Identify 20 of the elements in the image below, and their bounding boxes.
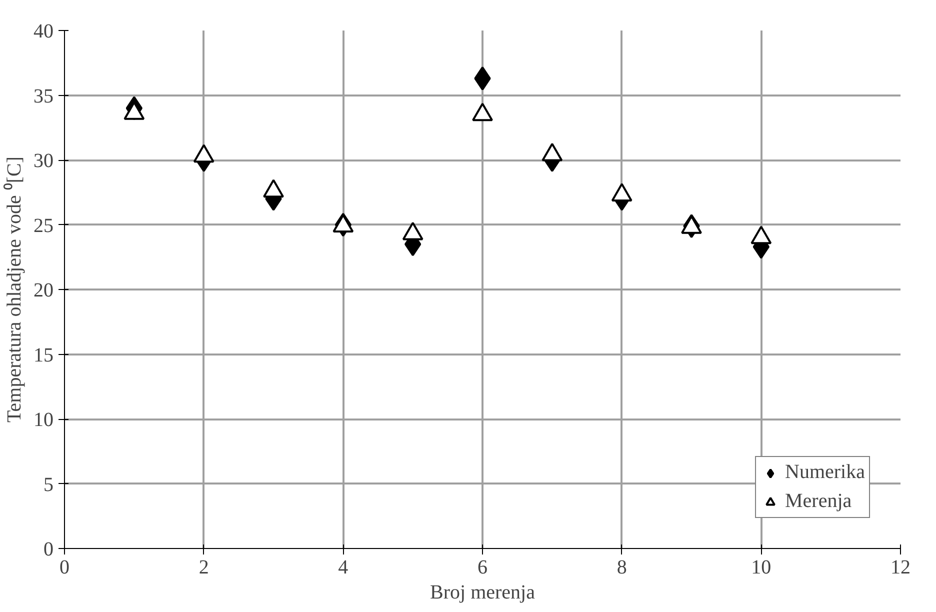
y-tick-label: 35: [34, 85, 54, 108]
y-tick-label: 20: [34, 280, 54, 302]
legend-label: Merenja: [785, 490, 852, 513]
x-tick-label: 10: [751, 556, 772, 578]
y-tick-label: 0: [44, 538, 54, 560]
y-tick-label: 15: [34, 344, 54, 366]
y-axis-title: Temperatura ohladjene vode ⁰[C]: [2, 156, 26, 423]
x-axis-title: Broj merenja: [430, 582, 536, 604]
y-tick-label: 30: [34, 150, 54, 172]
y-tick-label: 5: [44, 474, 54, 496]
y-tick-label: 40: [34, 20, 54, 42]
x-tick-label: 2: [198, 556, 209, 578]
x-tick-label: 6: [478, 556, 488, 578]
x-tick-label: 8: [616, 556, 627, 578]
y-tick-label: 10: [34, 409, 54, 431]
x-tick-label: 4: [338, 556, 348, 578]
x-tick-label: 12: [890, 556, 910, 578]
legend-label: Numerika: [785, 461, 865, 484]
x-tick-label: 0: [60, 556, 70, 578]
y-tick-label: 25: [34, 214, 54, 237]
